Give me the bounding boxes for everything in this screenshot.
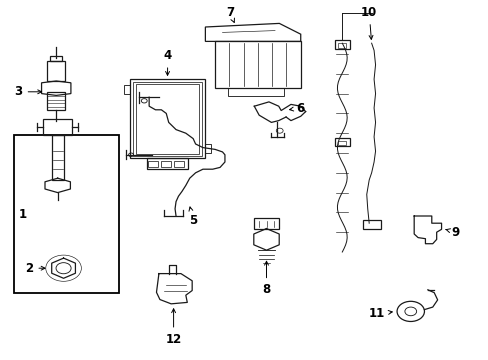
Text: 12: 12: [165, 309, 182, 346]
Bar: [334, 138, 349, 146]
Bar: [205, 144, 211, 153]
Bar: [123, 85, 129, 94]
Bar: [136, 84, 199, 154]
Text: 6: 6: [289, 102, 304, 114]
Bar: [362, 220, 381, 229]
Bar: [227, 88, 283, 96]
Bar: [338, 141, 346, 145]
Text: 9: 9: [445, 226, 459, 239]
Bar: [129, 79, 205, 158]
Bar: [338, 43, 346, 48]
Bar: [146, 158, 188, 169]
Bar: [148, 161, 158, 167]
Bar: [52, 135, 63, 180]
Text: 8: 8: [262, 261, 270, 296]
Bar: [174, 161, 183, 167]
Bar: [47, 92, 65, 110]
Text: 3: 3: [15, 85, 41, 98]
Bar: [133, 82, 202, 156]
Bar: [254, 218, 278, 229]
Text: 11: 11: [367, 307, 391, 320]
Bar: [161, 161, 170, 167]
Bar: [43, 119, 72, 135]
Bar: [47, 61, 65, 81]
Text: 5: 5: [188, 207, 197, 227]
Bar: [334, 40, 349, 49]
Text: 7: 7: [225, 6, 234, 22]
Bar: [14, 135, 119, 293]
Text: 10: 10: [360, 6, 377, 39]
Text: 4: 4: [163, 49, 171, 75]
Text: 2: 2: [25, 262, 45, 275]
Bar: [215, 41, 300, 88]
Text: 1: 1: [19, 208, 26, 221]
Bar: [50, 56, 62, 61]
